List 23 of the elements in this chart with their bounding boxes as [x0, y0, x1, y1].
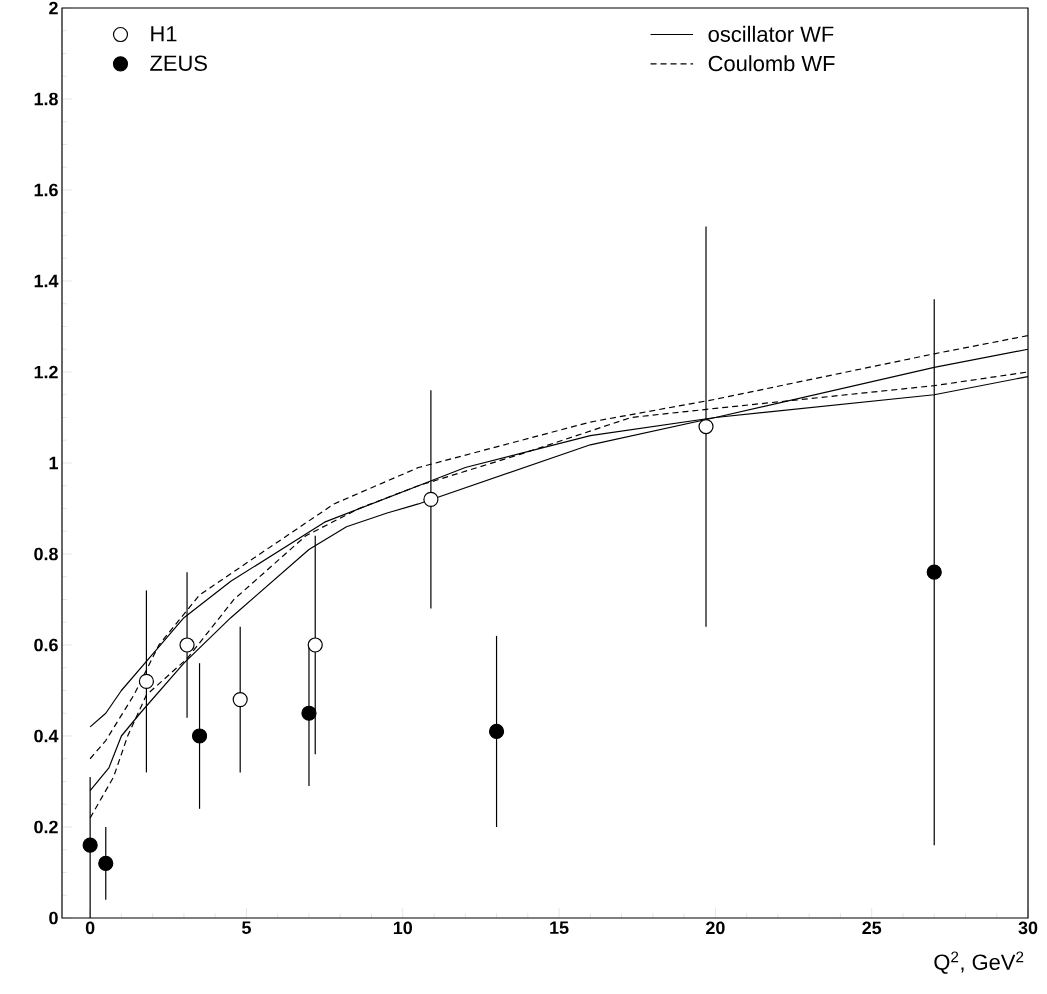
- x-tick-label: 25: [862, 921, 882, 935]
- legend-label: Coulomb WF: [708, 55, 835, 72]
- y-tick-label: 1.8: [34, 92, 58, 106]
- x-tick-label: 20: [706, 921, 725, 935]
- x-tick-label: 10: [393, 921, 412, 935]
- y-tick-label: 0.4: [34, 729, 59, 743]
- y-tick-label: 1: [49, 456, 58, 470]
- y-tick-label: 0: [49, 911, 58, 925]
- x-tick-label: 30: [1018, 921, 1038, 935]
- legend-label: oscillator WF: [708, 25, 834, 42]
- legend-label: ZEUS: [150, 55, 207, 71]
- y-tick-label: 1.2: [34, 365, 58, 379]
- y-tick-label: 2: [49, 1, 58, 15]
- y-tick-label: 0.2: [34, 820, 58, 834]
- y-tick-label: 0.6: [34, 638, 58, 652]
- y-tick-label: 1.6: [34, 183, 58, 197]
- x-tick-label: 15: [550, 921, 569, 935]
- x-axis-title: Q$^{2}$, GeV$^{2}$: [934, 951, 1024, 974]
- x-tick-label: 0: [85, 921, 95, 935]
- legend-label: H1: [151, 26, 177, 42]
- y-tick-label: 0.8: [34, 547, 58, 561]
- y-tick-label: 1.4: [34, 274, 59, 288]
- x-tick-label: 5: [242, 921, 251, 935]
